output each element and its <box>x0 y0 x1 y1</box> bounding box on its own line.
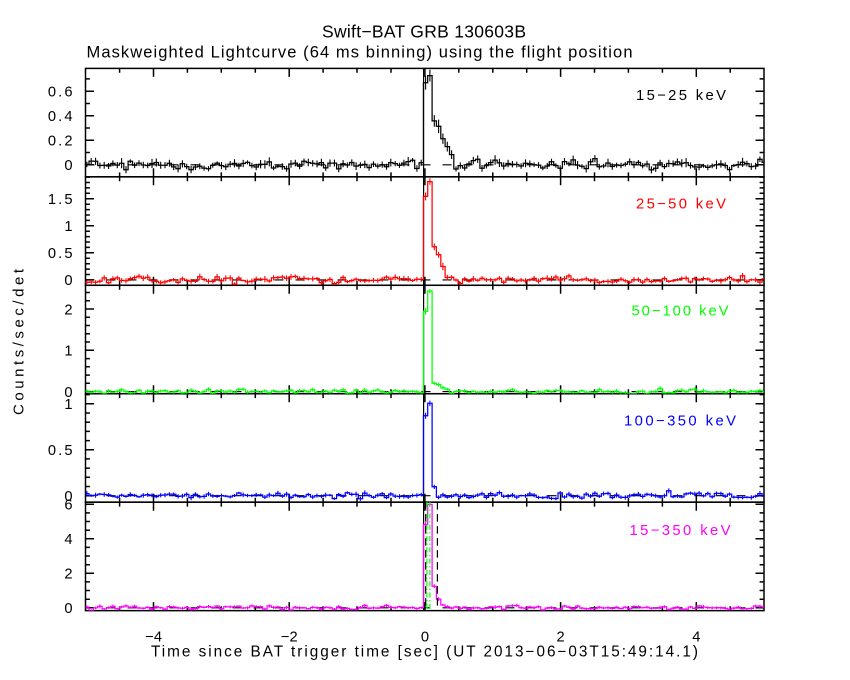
svg-text:1: 1 <box>64 219 72 235</box>
svg-text:100−350 keV: 100−350 keV <box>624 413 736 429</box>
svg-text:15−350 keV: 15−350 keV <box>630 523 731 539</box>
svg-text:0: 0 <box>64 385 72 401</box>
svg-text:2: 2 <box>64 302 72 318</box>
svg-text:1.5: 1.5 <box>48 192 73 208</box>
svg-text:6: 6 <box>64 498 72 514</box>
svg-text:0.4: 0.4 <box>48 109 73 125</box>
svg-text:0: 0 <box>64 601 72 617</box>
svg-text:Swift−BAT GRB 130603B: Swift−BAT GRB 130603B <box>322 22 526 42</box>
svg-text:1: 1 <box>64 344 72 360</box>
svg-text:0.2: 0.2 <box>48 134 73 150</box>
svg-text:0: 0 <box>64 489 72 505</box>
svg-text:15−25 keV: 15−25 keV <box>636 88 726 104</box>
svg-text:0.5: 0.5 <box>48 246 73 262</box>
svg-text:0: 0 <box>64 273 72 289</box>
svg-text:0.5: 0.5 <box>48 443 73 459</box>
svg-text:0: 0 <box>64 158 72 174</box>
svg-text:4: 4 <box>64 532 72 548</box>
svg-text:2: 2 <box>64 567 72 583</box>
svg-text:Time since BAT trigger time [s: Time since BAT trigger time [sec] (UT 20… <box>151 644 698 661</box>
svg-text:0: 0 <box>421 629 429 645</box>
svg-text:−4: −4 <box>145 629 162 645</box>
svg-text:25−50 keV: 25−50 keV <box>636 196 726 212</box>
svg-text:−2: −2 <box>281 629 298 645</box>
svg-text:0.6: 0.6 <box>48 85 73 101</box>
svg-text:4: 4 <box>692 629 700 645</box>
svg-text:2: 2 <box>557 629 565 645</box>
svg-text:Maskweighted Lightcurve (64 ms: Maskweighted Lightcurve (64 ms binning) … <box>87 44 633 62</box>
svg-text:1: 1 <box>64 397 72 413</box>
svg-text:50−100 keV: 50−100 keV <box>632 303 729 319</box>
